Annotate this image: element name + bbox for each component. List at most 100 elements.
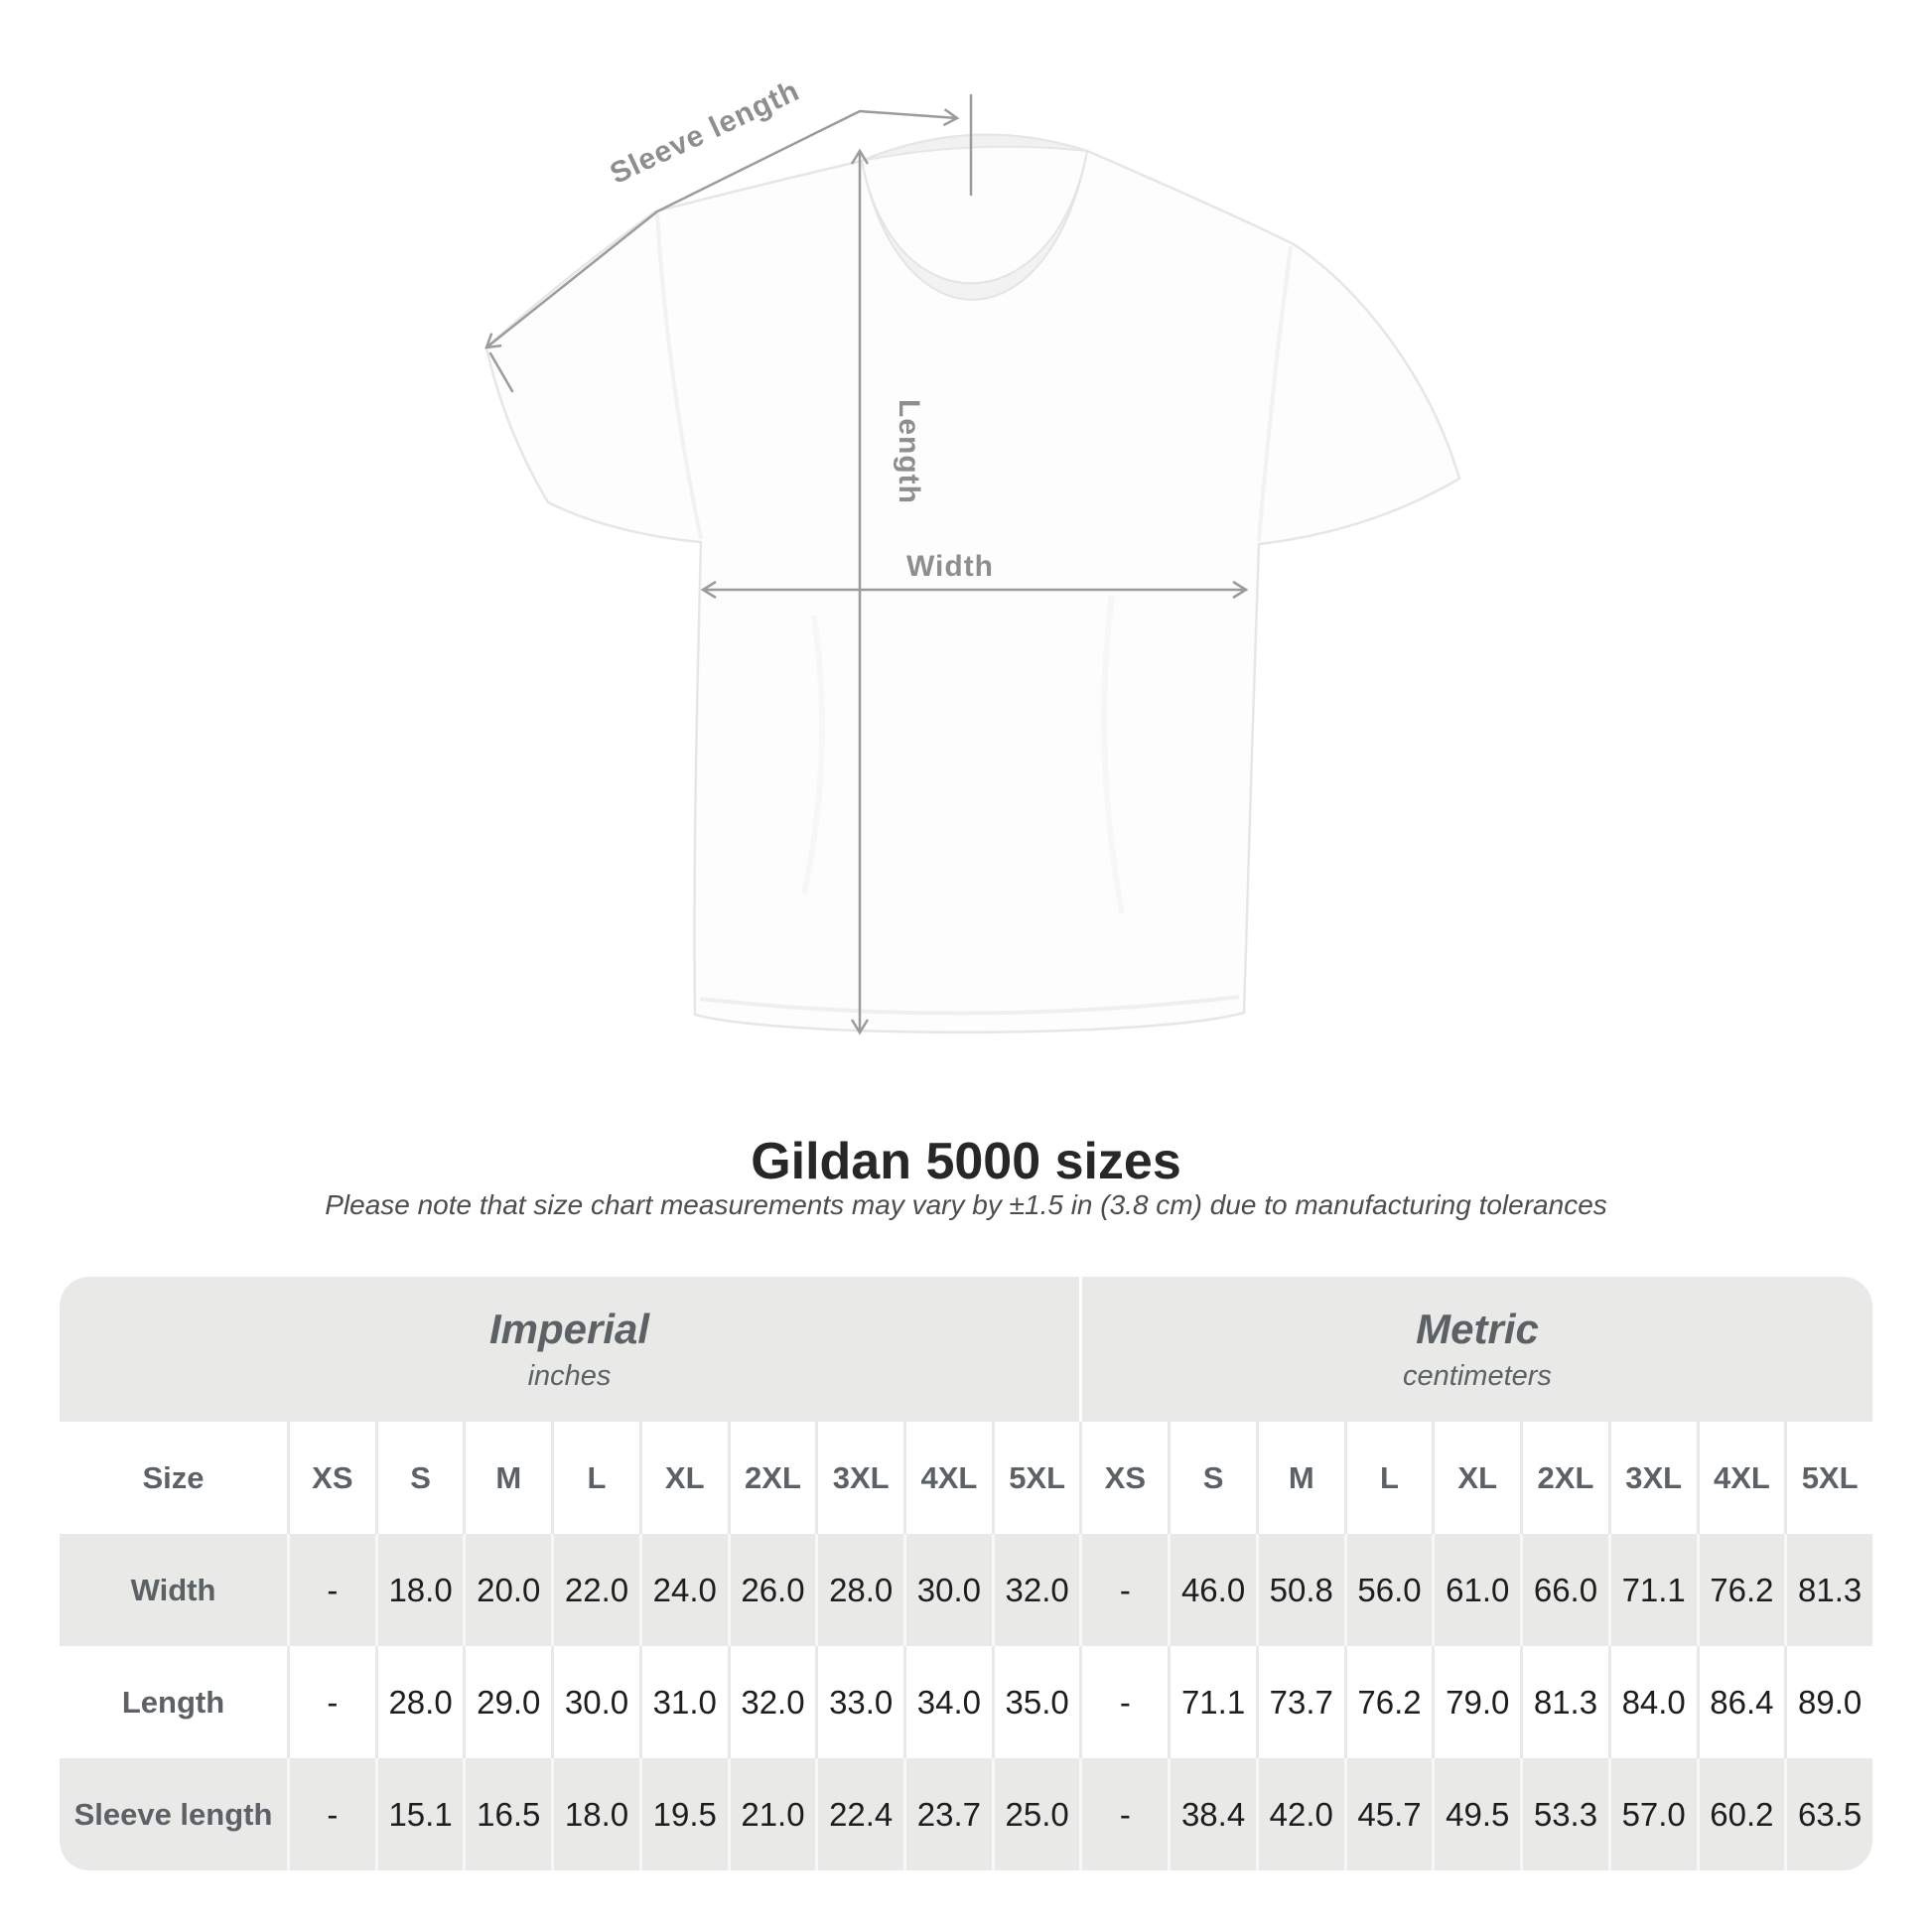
sleeve-length-label: Sleeve length <box>605 74 804 191</box>
measurement-value-cell: - <box>1079 1534 1169 1646</box>
imperial-unit-label: inches <box>527 1360 612 1392</box>
size-header-cell: 5XL <box>1784 1422 1872 1534</box>
page-title: Gildan 5000 sizes <box>751 1133 1181 1190</box>
sleeve-length-row: Sleeve length -15.1 16.5 18.0 19.5 21.0 22.4 2… <box>60 1758 1872 1870</box>
measurement-value-cell: 33.0 <box>815 1646 904 1758</box>
size-header-cell: L <box>551 1422 639 1534</box>
measurement-value-cell: 32.0 <box>727 1646 816 1758</box>
measurement-value-cell: 81.3 <box>1520 1646 1608 1758</box>
measurement-value-cell: 66.0 <box>1520 1534 1608 1646</box>
width-label: Width <box>906 550 994 583</box>
measurement-value-cell: 79.0 <box>1432 1646 1521 1758</box>
measurement-value-cell: 57.0 <box>1607 1758 1697 1870</box>
measurement-value-cell: 29.0 <box>463 1646 552 1758</box>
width-row: Width -18.0 20.0 22.0 24.0 26.0 28.0 30.0 32.0-… <box>60 1534 1872 1646</box>
measurement-value-cell: 71.1 <box>1607 1534 1697 1646</box>
measurement-value-cell: - <box>287 1646 375 1758</box>
size-header-cell: XS <box>1079 1422 1169 1534</box>
measurement-value-cell: 35.0 <box>991 1646 1080 1758</box>
measurement-value-cell: 25.0 <box>991 1758 1080 1870</box>
size-header-cell: XL <box>1432 1422 1521 1534</box>
measurement-value-cell: 56.0 <box>1343 1534 1433 1646</box>
size-header-cell: 5XL <box>991 1422 1080 1534</box>
measurement-value-cell: 38.4 <box>1168 1758 1256 1870</box>
imperial-group-header: Imperial inches <box>60 1277 1079 1422</box>
unit-band-row: Imperial inches Metric centimeters <box>60 1277 1872 1422</box>
tshirt-wrinkle <box>1101 595 1125 914</box>
measurement-value-cell: 76.2 <box>1343 1646 1433 1758</box>
size-table: Imperial inches Metric centimeters Size … <box>60 1277 1872 1870</box>
measurement-value-cell: 46.0 <box>1168 1534 1256 1646</box>
measurement-value-cell: 16.5 <box>463 1758 552 1870</box>
measurement-value-cell: 53.3 <box>1520 1758 1608 1870</box>
measurement-value-cell: 76.2 <box>1696 1534 1785 1646</box>
measurement-value-cell: 71.1 <box>1168 1646 1256 1758</box>
size-header-row: Size XS S M L XL 2XL 3XL 4XL 5XL XS S M L XL 2XL 3XL 4XL… <box>60 1422 1872 1534</box>
tshirt-wrinkle <box>801 615 825 895</box>
measurement-value-cell: 28.0 <box>815 1534 904 1646</box>
measurement-value-cell: - <box>287 1534 375 1646</box>
measurement-value-cell: 32.0 <box>991 1534 1080 1646</box>
measurement-value-cell: 89.0 <box>1784 1646 1872 1758</box>
width-row-label: Width <box>60 1534 287 1646</box>
measurement-value-cell: 19.5 <box>638 1758 728 1870</box>
measurement-value-cell: 22.0 <box>551 1534 639 1646</box>
length-row-label: Length <box>60 1646 287 1758</box>
size-header-cell: L <box>1343 1422 1433 1534</box>
measurement-value-cell: 30.0 <box>551 1646 639 1758</box>
tshirt-hem-stitch <box>699 995 1240 1016</box>
size-header-cell: S <box>374 1422 464 1534</box>
measurement-value-cell: 28.0 <box>374 1646 464 1758</box>
measurement-value-cell: 73.7 <box>1255 1646 1344 1758</box>
measurement-value-cell: 86.4 <box>1696 1646 1785 1758</box>
measurement-value-cell: - <box>287 1758 375 1870</box>
measurement-value-cell: 30.0 <box>903 1534 992 1646</box>
measurement-value-cell: 26.0 <box>727 1534 816 1646</box>
measurement-value-cell: 81.3 <box>1784 1534 1872 1646</box>
measurement-value-cell: 42.0 <box>1255 1758 1344 1870</box>
size-header-cell: XL <box>638 1422 728 1534</box>
measurement-value-cell: 21.0 <box>727 1758 816 1870</box>
size-header-cell: M <box>1255 1422 1344 1534</box>
measurement-value-cell: 49.5 <box>1432 1758 1521 1870</box>
measurement-value-cell: 24.0 <box>638 1534 728 1646</box>
metric-unit-label: centimeters <box>1403 1360 1552 1392</box>
measurement-value-cell: 18.0 <box>551 1758 639 1870</box>
measurement-value-cell: 20.0 <box>463 1534 552 1646</box>
length-label: Length <box>893 399 925 504</box>
size-header-cell: 3XL <box>815 1422 904 1534</box>
size-header-cell: 3XL <box>1607 1422 1697 1534</box>
tshirt-right-sleeve-seam <box>1257 245 1293 542</box>
metric-label: Metric <box>1416 1306 1539 1352</box>
size-header-cell: 4XL <box>903 1422 992 1534</box>
measurement-value-cell: - <box>1079 1758 1169 1870</box>
measurement-value-cell: 31.0 <box>638 1646 728 1758</box>
size-header-cell: XS <box>287 1422 375 1534</box>
sleeve-length-row-label: Sleeve length <box>60 1758 287 1870</box>
size-column-header: Size <box>60 1422 287 1534</box>
measurement-value-cell: 50.8 <box>1255 1534 1344 1646</box>
size-header-cell: 4XL <box>1696 1422 1785 1534</box>
measurement-value-cell: 63.5 <box>1784 1758 1872 1870</box>
sleeve-length-dimension-line <box>484 108 960 349</box>
page-subtitle: Please note that size chart measurements… <box>325 1189 1607 1220</box>
measurement-value-cell: 61.0 <box>1432 1534 1521 1646</box>
measurement-value-cell: 22.4 <box>815 1758 904 1870</box>
sleeve-length-extension-tick <box>488 351 514 393</box>
size-header-cell: 2XL <box>727 1422 816 1534</box>
measurement-value-cell: 45.7 <box>1343 1758 1433 1870</box>
measurement-value-cell: 84.0 <box>1607 1646 1697 1758</box>
size-header-cell: M <box>463 1422 552 1534</box>
tshirt-measurement-diagram: Sleeve length Length Width <box>484 74 1461 1035</box>
measurement-value-cell: 34.0 <box>903 1646 992 1758</box>
measurement-value-cell: 18.0 <box>374 1534 464 1646</box>
length-row: Length -28.0 29.0 30.0 31.0 32.0 33.0 34.0 35.0… <box>60 1646 1872 1758</box>
imperial-label: Imperial <box>488 1306 650 1352</box>
measurement-value-cell: 23.7 <box>903 1758 992 1870</box>
measurement-value-cell: 15.1 <box>374 1758 464 1870</box>
size-header-cell: S <box>1168 1422 1256 1534</box>
measurement-value-cell: - <box>1079 1646 1169 1758</box>
metric-group-header: Metric centimeters <box>1079 1277 1872 1422</box>
size-header-cell: 2XL <box>1520 1422 1608 1534</box>
